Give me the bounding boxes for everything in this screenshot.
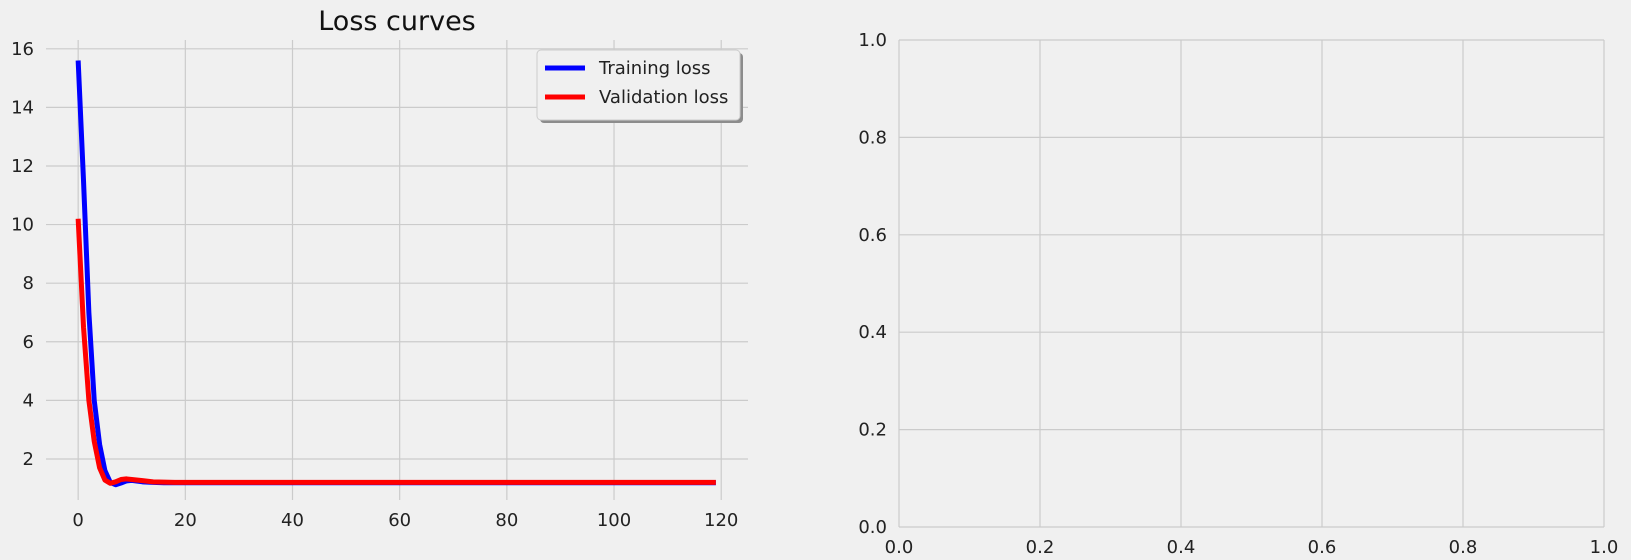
x-tick-label: 0.8	[1449, 537, 1478, 558]
y-tick-label: 0.6	[858, 225, 887, 246]
x-tick-label: 0.4	[1167, 537, 1196, 558]
y-tick-label: 1.0	[858, 30, 887, 51]
x-tick-label: 1.0	[1590, 537, 1619, 558]
series-line-validation-loss	[75, 218, 716, 486]
x-tick-label: 80	[495, 510, 518, 531]
chart-title: Loss curves	[318, 6, 476, 37]
y-tick-label: 0.8	[858, 127, 887, 148]
legend-label: Training loss	[598, 58, 711, 79]
y-tick-label: 16	[11, 39, 34, 60]
x-tick-label: 0.0	[885, 537, 914, 558]
y-tick-label: 0.4	[858, 322, 887, 343]
y-tick-label: 10	[11, 215, 34, 236]
legend-box	[536, 49, 741, 121]
y-tick-label: 0.0	[858, 517, 887, 538]
y-tick-label: 6	[23, 332, 34, 353]
y-tick-label: 12	[11, 156, 34, 177]
empty-axes: 0.0 0.2 0.4 0.6 0.8 1.0 0.0 0.2 0.4 0.6 0.8 1.0	[858, 30, 1618, 558]
legend-label: Validation loss	[599, 87, 728, 108]
y-tick-label: 14	[11, 97, 34, 118]
x-tick-label: 100	[597, 510, 631, 531]
x-tick-label: 60	[388, 510, 411, 531]
y-tick-label: 0.2	[858, 420, 887, 441]
x-tick-label: 0	[72, 510, 83, 531]
y-tick-label: 2	[23, 449, 34, 470]
y-tick-label: 4	[23, 390, 34, 411]
x-tick-label: 40	[281, 510, 304, 531]
x-tick-label: 120	[704, 510, 738, 531]
x-tick-label: 0.2	[1026, 537, 1055, 558]
loss-curves-axes: 0 20 40 60 80 100 120 2 4 6 8 10 12 14 16 Loss curves Tr…	[11, 6, 748, 531]
x-tick-label: 0.6	[1308, 537, 1337, 558]
x-tick-label: 20	[174, 510, 197, 531]
y-tick-label: 8	[23, 273, 34, 294]
